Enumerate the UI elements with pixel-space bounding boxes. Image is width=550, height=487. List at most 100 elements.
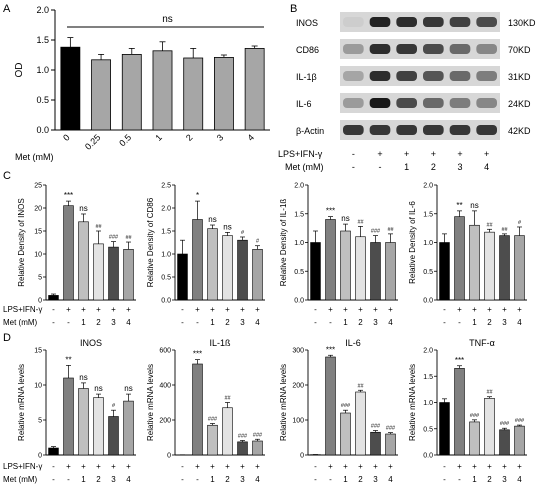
c4-lps-sign: +	[457, 305, 462, 314]
c1-bar	[63, 205, 74, 301]
c3-bar	[370, 242, 381, 301]
c1-lps-sign: +	[111, 305, 116, 314]
d4-bar	[499, 429, 510, 456]
d3-met-value: 2	[358, 475, 363, 484]
d4-annotation: ##	[486, 390, 493, 396]
c1-annotation: ###	[109, 235, 119, 241]
d1-met-value: -	[67, 475, 70, 484]
c1-ytick-label: 15	[34, 229, 42, 236]
a-bar	[121, 54, 142, 131]
d4-bar	[484, 397, 495, 456]
d3-bar	[325, 356, 336, 456]
c1-met-value: 3	[111, 318, 116, 327]
c3-lps-sign: +	[373, 305, 378, 314]
blot-band	[396, 17, 417, 27]
c3-met-value: -	[314, 318, 317, 327]
c2-lps-sign: +	[195, 305, 200, 314]
d4-title: TNF-α	[469, 338, 495, 348]
blot-size-label: 24KD	[508, 99, 531, 109]
d4-met-value: -	[443, 475, 446, 484]
c1-ylabel: Relative Density of INOS	[17, 198, 26, 286]
c2-ytick-label: 0.5	[161, 275, 171, 282]
blot-band	[449, 44, 471, 54]
a-bar	[183, 57, 204, 131]
c3-ytick-label: 2.0	[294, 183, 304, 190]
c4-met-value: 3	[502, 318, 507, 327]
d3-annotation: ###	[386, 426, 396, 432]
blot-band	[476, 71, 497, 81]
c1-bar	[93, 243, 104, 301]
d4-ytick-label: 0.0	[423, 453, 433, 460]
d4-bar	[514, 425, 525, 456]
c4-annotation: ns	[470, 201, 478, 210]
c3-ylabel: Relative Density of IL-1ß	[279, 199, 288, 287]
c4-bar	[484, 231, 495, 301]
c1-ytick-label: 10	[34, 252, 42, 259]
d1-annotation: **	[65, 355, 71, 364]
c3-annotation: ###	[371, 229, 381, 235]
d1-lps-sign: -	[52, 462, 55, 471]
a-ytick-label: 1.0	[36, 65, 49, 75]
c4-annotation: #	[518, 220, 522, 226]
c3-met-value: -	[329, 318, 332, 327]
d2-annotation: ###	[238, 433, 248, 439]
c1-lps-sign: +	[96, 305, 101, 314]
a-ytick-label: 0.0	[36, 125, 49, 135]
a-bar	[152, 50, 173, 131]
d1-ylabel: Relative mRNA levels	[17, 364, 26, 441]
blot-band	[423, 125, 444, 135]
d1-ytick-label: 5	[38, 418, 42, 425]
d4-met-value: -	[458, 475, 461, 484]
c1-lps-sign: -	[52, 305, 55, 314]
blot-band	[369, 71, 391, 81]
blot-band	[423, 98, 444, 108]
c3-lps-sign: +	[388, 305, 393, 314]
c4-bar	[514, 235, 525, 301]
blot-size-label: 70KD	[508, 45, 531, 55]
d3-annotation: ##	[357, 383, 364, 389]
blot-row-label: CD86	[296, 45, 319, 55]
d1-annotation: #	[112, 403, 116, 409]
c1-annotation: ##	[125, 235, 132, 241]
d3-bar	[385, 433, 396, 456]
d2-bar	[207, 424, 218, 456]
b-lps-label: LPS+IFN-γ	[278, 149, 323, 159]
d1-lps-sign: +	[66, 462, 71, 471]
c3-annotation: ##	[357, 219, 364, 225]
a-xlabel: Met (mM)	[15, 152, 54, 162]
c4-annotation: ##	[501, 227, 508, 233]
a-xtick-label: 0	[61, 132, 72, 143]
d1-bar	[123, 400, 134, 456]
c1-bar	[108, 246, 119, 301]
d-lps-label: LPS+IFN-γ	[3, 462, 42, 471]
a-xtick-label: 4	[245, 132, 256, 143]
c4-ytick-label: 2.0	[423, 183, 433, 190]
d2-ytick-label: 0	[167, 453, 171, 460]
d3-annotation: ***	[326, 345, 335, 354]
d4-annotation: ###	[515, 418, 525, 424]
d3-met-value: 1	[343, 475, 348, 484]
c4-annotation: **	[456, 201, 462, 210]
d3-lps-sign: +	[358, 462, 363, 471]
a-xtick-label: 1	[153, 132, 164, 143]
d1-ytick-label: 0	[38, 453, 42, 460]
d1-lps-sign: +	[126, 462, 131, 471]
d3-bar	[340, 412, 351, 456]
d1-bar	[48, 447, 59, 456]
c3-bar	[355, 236, 366, 301]
a-annotation: ns	[162, 14, 173, 25]
c2-ytick-label: 1.5	[161, 229, 171, 236]
blot-band	[343, 98, 364, 108]
blot-band	[423, 44, 444, 54]
a-bar	[214, 57, 234, 131]
c2-bar	[252, 249, 263, 301]
d4-bar	[469, 421, 480, 456]
c2-lps-sign: -	[181, 305, 184, 314]
d3-ytick-label: 0	[300, 453, 304, 460]
d2-ytick-label: 600	[159, 348, 171, 355]
d4-lps-sign: +	[502, 462, 507, 471]
d3-ytick-label: 100	[292, 418, 304, 425]
d3-lps-sign: +	[373, 462, 378, 471]
d1-title: INOS	[80, 338, 102, 348]
c2-annotation: #	[256, 239, 260, 245]
